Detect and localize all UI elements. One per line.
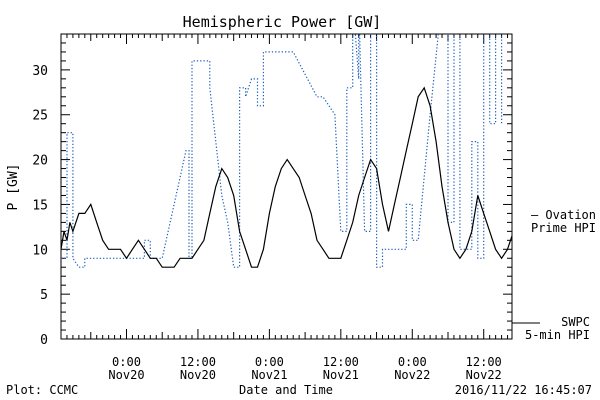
x-tick-label-time: 0:00	[255, 355, 284, 369]
x-axis-label: Date and Time	[239, 383, 333, 397]
x-tick-label-time: 12:00	[323, 355, 359, 369]
y-tick-label: 20	[32, 154, 48, 169]
x-tick-label-date: Nov22	[394, 368, 430, 382]
x-tick-label-date: Nov20	[108, 368, 144, 382]
series-line-ovation-prime	[61, 34, 503, 268]
x-tick-label-time: 12:00	[180, 355, 216, 369]
x-tick-label-date: Nov20	[180, 368, 216, 382]
y-tick-label: 0	[40, 333, 48, 348]
legend-swpc-line2: 5-min HPI	[525, 328, 590, 342]
plot-frame	[60, 33, 513, 340]
y-tick-label: 15	[32, 198, 48, 213]
x-axis: 0:00Nov2012:00Nov200:00Nov2112:00Nov210:…	[60, 34, 509, 382]
y-tick-label: 5	[40, 288, 48, 303]
y-tick-label: 30	[32, 64, 48, 79]
footer-timestamp: 2016/11/22 16:45:07	[455, 383, 592, 397]
x-tick-label-time: 0:00	[112, 355, 141, 369]
y-tick-label: 25	[32, 109, 48, 124]
footer-credit: Plot: CCMC	[6, 383, 78, 397]
series-line-swpc	[61, 86, 512, 268]
y-axis: 0 5 10 15 20 25 30	[32, 33, 512, 348]
y-axis-label: P [GW]	[6, 164, 21, 211]
x-tick-label-date: Nov22	[466, 368, 502, 382]
x-tick-label-time: 0:00	[398, 355, 427, 369]
legend: — Ovation Prime HPI SWPC 5-min HPI	[512, 208, 596, 342]
legend-ovation-line2: Prime HPI	[531, 221, 596, 235]
legend-swpc-line1: SWPC	[561, 315, 590, 329]
x-tick-label-time: 12:00	[466, 355, 502, 369]
x-tick-label-date: Nov21	[251, 368, 287, 382]
legend-ovation-line1: — Ovation	[531, 208, 596, 222]
chart-title: Hemispheric Power [GW]	[183, 13, 382, 31]
x-tick-label-date: Nov21	[323, 368, 359, 382]
y-tick-label: 10	[32, 243, 48, 258]
